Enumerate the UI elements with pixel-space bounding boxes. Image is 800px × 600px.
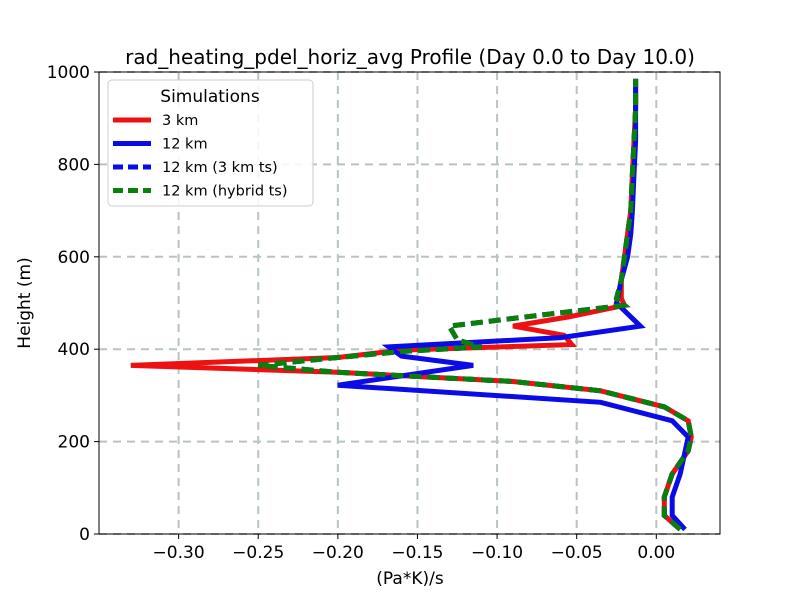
y-tick-label: 800 — [58, 155, 90, 175]
x-tick-label: −0.10 — [471, 543, 523, 563]
y-axis-label: Height (m) — [15, 257, 35, 348]
x-axis-label: (Pa*K)/s — [376, 569, 444, 589]
x-axis-ticks: −0.30 −0.25 −0.20 −0.15 −0.10 −0.05 0.00 — [153, 534, 675, 563]
series-group — [130, 78, 694, 532]
legend-label: 3 km — [162, 113, 198, 129]
x-tick-label: −0.15 — [391, 543, 443, 563]
legend-title: Simulations — [160, 87, 260, 107]
x-tick-label: −0.20 — [312, 543, 364, 563]
chart-title: rad_heating_pdel_horiz_avg Profile (Day … — [125, 45, 695, 69]
x-tick-label: −0.30 — [153, 543, 205, 563]
series-line-4 — [257, 78, 694, 532]
x-tick-label: −0.05 — [551, 543, 603, 563]
y-axis-ticks: 0 200 400 600 800 1000 — [47, 63, 99, 545]
y-tick-label: 0 — [79, 525, 90, 545]
y-tick-label: 400 — [58, 340, 90, 360]
y-tick-label: 600 — [58, 248, 90, 268]
plot-frame — [98, 71, 721, 535]
legend-box — [107, 79, 314, 207]
y-tick-label: 200 — [58, 433, 90, 453]
legend: Simulations 3 km 12 km 12 km (3 km ts) 12 k… — [107, 79, 314, 207]
x-tick-label: −0.25 — [232, 543, 284, 563]
legend-label: 12 km (hybrid ts) — [162, 184, 288, 200]
series-line-2 — [337, 78, 691, 532]
x-tick-label: 0.00 — [637, 543, 675, 563]
legend-label: 12 km — [162, 137, 208, 153]
legend-label: 12 km (3 km ts) — [162, 160, 278, 176]
y-tick-label: 1000 — [47, 63, 90, 83]
